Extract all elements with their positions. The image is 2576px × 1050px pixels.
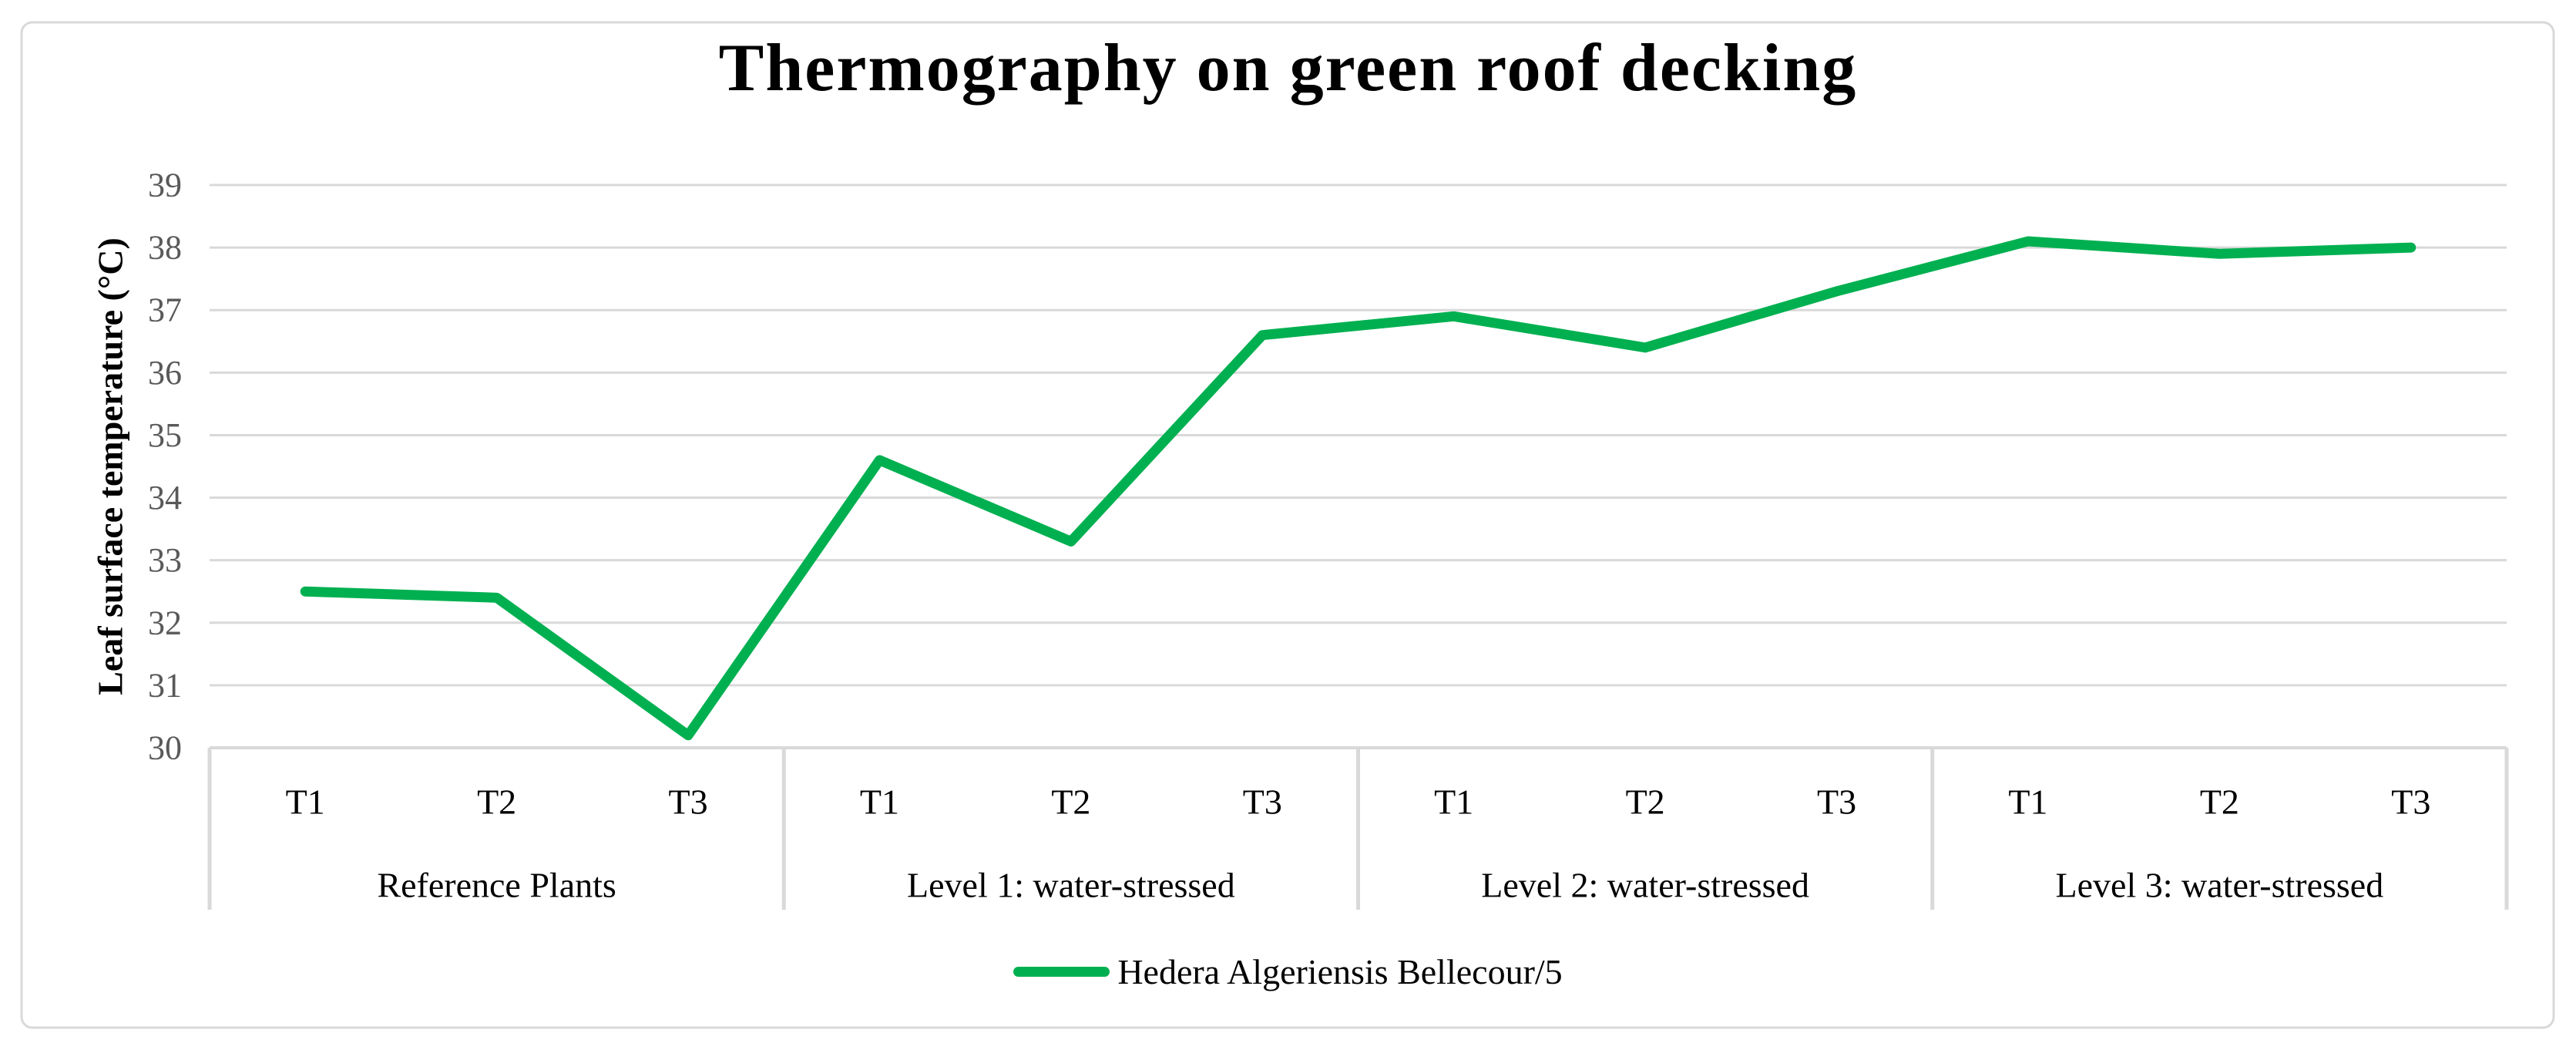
y-axis-title: Leaf surface temperature (°C) bbox=[90, 237, 130, 695]
x-tick-label: T3 bbox=[1243, 782, 1282, 822]
series-line bbox=[300, 236, 2416, 741]
x-tick-label: T2 bbox=[477, 782, 516, 822]
y-tick-label: 39 bbox=[148, 167, 182, 204]
y-tick-label: 31 bbox=[148, 666, 182, 704]
x-tick-label: T3 bbox=[668, 782, 707, 822]
legend-line-marker-icon bbox=[1013, 966, 1110, 977]
x-group-label: Level 1: water-stressed bbox=[907, 866, 1235, 905]
x-group-label: Level 3: water-stressed bbox=[2056, 866, 2384, 905]
x-tick-label: T1 bbox=[2008, 782, 2047, 822]
y-tick-label: 37 bbox=[148, 291, 182, 329]
legend: Hedera Algeriensis Bellecour/5 bbox=[0, 950, 2576, 993]
x-tick-label: T1 bbox=[860, 782, 899, 822]
y-tick-label: 32 bbox=[148, 604, 182, 641]
x-tick-label: T3 bbox=[2391, 782, 2430, 822]
x-tick-label: T2 bbox=[1051, 782, 1090, 822]
x-group-label: Level 2: water-stressed bbox=[1481, 866, 1809, 905]
y-tick-label: 33 bbox=[148, 541, 182, 579]
x-tick-label: T2 bbox=[2200, 782, 2239, 822]
x-group-label: Reference Plants bbox=[377, 866, 616, 905]
x-tick-label: T3 bbox=[1817, 782, 1856, 822]
y-tick-label: 30 bbox=[148, 729, 182, 767]
y-tick-label: 34 bbox=[148, 479, 182, 517]
legend-series-label: Hedera Algeriensis Bellecour/5 bbox=[1117, 951, 1563, 991]
chart-title: Thermography on green roof decking bbox=[718, 31, 1858, 106]
y-tick-label: 35 bbox=[148, 416, 182, 454]
x-tick-label: T2 bbox=[1626, 782, 1665, 822]
y-tick-label: 36 bbox=[148, 354, 182, 392]
x-tick-label: T1 bbox=[286, 782, 325, 822]
chart-border bbox=[20, 21, 2555, 1029]
x-tick-label: T1 bbox=[1434, 782, 1473, 822]
y-tick-label: 38 bbox=[148, 229, 182, 267]
